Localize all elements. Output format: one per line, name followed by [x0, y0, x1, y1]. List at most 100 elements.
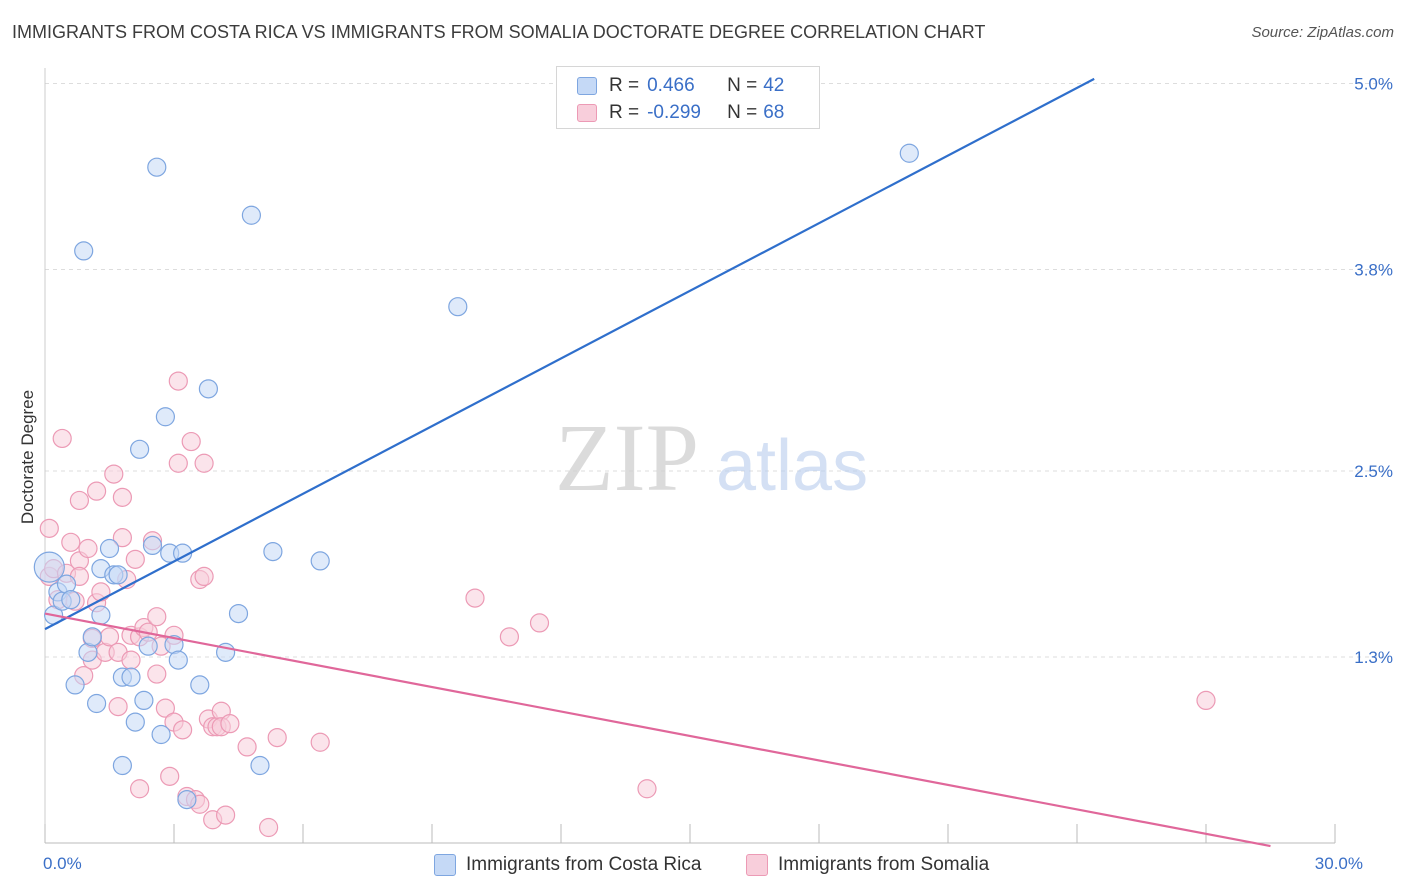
blue-data-point — [250, 755, 270, 776]
pink-trend-line — [44, 612, 1271, 848]
costa-rica-points — [33, 143, 919, 810]
series-label-somalia: Immigrants from Somalia — [778, 854, 990, 875]
blue-data-point — [899, 143, 919, 163]
blue-data-point — [82, 627, 102, 647]
legend-n-value: 42 — [763, 75, 785, 96]
legend-row-costa-rica: R = 0.466 N = 42 — [577, 73, 784, 99]
pink-data-point — [173, 720, 193, 740]
blue-data-point — [130, 439, 150, 459]
grid-layer — [45, 83, 1385, 658]
blue-data-point — [151, 724, 171, 745]
pink-data-point — [168, 371, 188, 391]
watermark-zip: ZIP — [555, 404, 699, 511]
correlation-legend: R = 0.466 N = 42 R = -0.299 N = 68 — [556, 66, 820, 129]
blue-data-point — [112, 755, 133, 776]
blue-data-point — [65, 675, 85, 695]
blue-data-point — [263, 541, 283, 562]
blue-data-point — [168, 650, 188, 670]
y-axis-label: Doctorate Degree — [18, 390, 37, 524]
blue-data-point — [33, 551, 65, 583]
blue-data-point — [142, 535, 163, 556]
legend-r-label: R = — [609, 102, 640, 123]
pink-data-point — [194, 453, 214, 473]
blue-data-point — [74, 241, 94, 261]
pink-data-point — [147, 664, 167, 684]
y-tick-label: 5.0% — [1354, 75, 1393, 94]
pink-data-point — [237, 737, 257, 757]
pink-data-point — [39, 518, 59, 538]
blue-trend-line — [44, 77, 1095, 631]
pink-data-point — [125, 549, 145, 569]
pink-data-point — [168, 453, 188, 473]
legend-swatch-pink — [577, 104, 597, 122]
pink-data-point — [1196, 690, 1216, 711]
blue-data-point — [198, 379, 218, 399]
pink-data-point — [637, 779, 657, 799]
trend-lines — [44, 77, 1271, 848]
series-label-costa-rica: Immigrants from Costa Rica — [466, 854, 702, 875]
pink-data-point — [529, 613, 550, 633]
series-legend-costa-rica: Immigrants from Costa Rica — [434, 852, 701, 878]
axis-layer — [44, 68, 1336, 844]
legend-n-label: N = — [727, 102, 758, 123]
pink-data-point — [194, 566, 214, 587]
blue-data-point — [121, 667, 141, 687]
blue-data-point — [99, 538, 120, 559]
blue-data-point — [241, 205, 261, 225]
pink-data-point — [91, 582, 111, 602]
blue-data-point — [134, 690, 154, 711]
blue-data-point — [138, 636, 158, 656]
blue-data-point — [155, 407, 175, 427]
pink-data-point — [52, 428, 72, 449]
blue-data-point — [147, 157, 167, 177]
chart-title: IMMIGRANTS FROM COSTA RICA VS IMMIGRANTS… — [12, 22, 986, 42]
pink-data-point — [130, 779, 150, 799]
series-swatch-pink — [746, 854, 768, 876]
legend-swatch-blue — [577, 77, 597, 95]
source-label: Source: ZipAtlas.com — [1251, 24, 1394, 41]
pink-data-point — [69, 490, 90, 511]
blue-data-point — [61, 590, 81, 610]
x-tick-label: 30.0% — [1315, 854, 1363, 873]
watermark: ZIP atlas — [555, 404, 868, 511]
blue-data-point — [177, 789, 197, 810]
pink-data-point — [155, 698, 175, 718]
pink-data-point — [220, 714, 240, 734]
blue-data-point — [228, 603, 249, 624]
pink-data-point — [181, 431, 201, 452]
pink-data-point — [86, 481, 107, 501]
pink-data-point — [267, 727, 287, 748]
legend-r-value: -0.299 — [647, 102, 701, 123]
watermark-atlas: atlas — [716, 426, 868, 506]
pink-data-point — [160, 766, 180, 786]
blue-data-point — [108, 565, 128, 585]
pink-data-point — [499, 627, 519, 647]
y-tick-label: 3.8% — [1354, 261, 1393, 280]
y-tick-label: 2.5% — [1354, 462, 1393, 481]
pink-data-point — [465, 588, 485, 608]
blue-data-point — [125, 712, 145, 732]
pink-data-point — [112, 528, 133, 548]
series-legend-somalia: Immigrants from Somalia — [746, 852, 989, 878]
legend-n-value: 68 — [763, 102, 785, 123]
tick-labels: 1.3% 2.5% 3.8% 5.0% 0.0% 30.0% — [43, 75, 1393, 874]
pink-data-point — [310, 732, 330, 752]
pink-data-point — [147, 607, 167, 627]
x-tick-label: 0.0% — [43, 854, 82, 873]
y-tick-label: 1.3% — [1354, 648, 1393, 667]
legend-r-value: 0.466 — [647, 75, 695, 96]
blue-data-point — [190, 675, 210, 695]
pink-data-point — [61, 532, 81, 552]
legend-row-somalia: R = -0.299 N = 68 — [577, 100, 784, 126]
pink-data-point — [112, 487, 133, 507]
blue-data-point — [86, 693, 107, 714]
blue-data-point — [448, 297, 468, 317]
pink-data-point — [108, 696, 128, 717]
blue-data-point — [91, 605, 111, 625]
series-swatch-blue — [434, 854, 456, 876]
pink-data-point — [78, 538, 98, 559]
pink-data-point — [259, 817, 279, 838]
legend-r-label: R = — [609, 75, 640, 96]
pink-data-point — [104, 464, 124, 484]
